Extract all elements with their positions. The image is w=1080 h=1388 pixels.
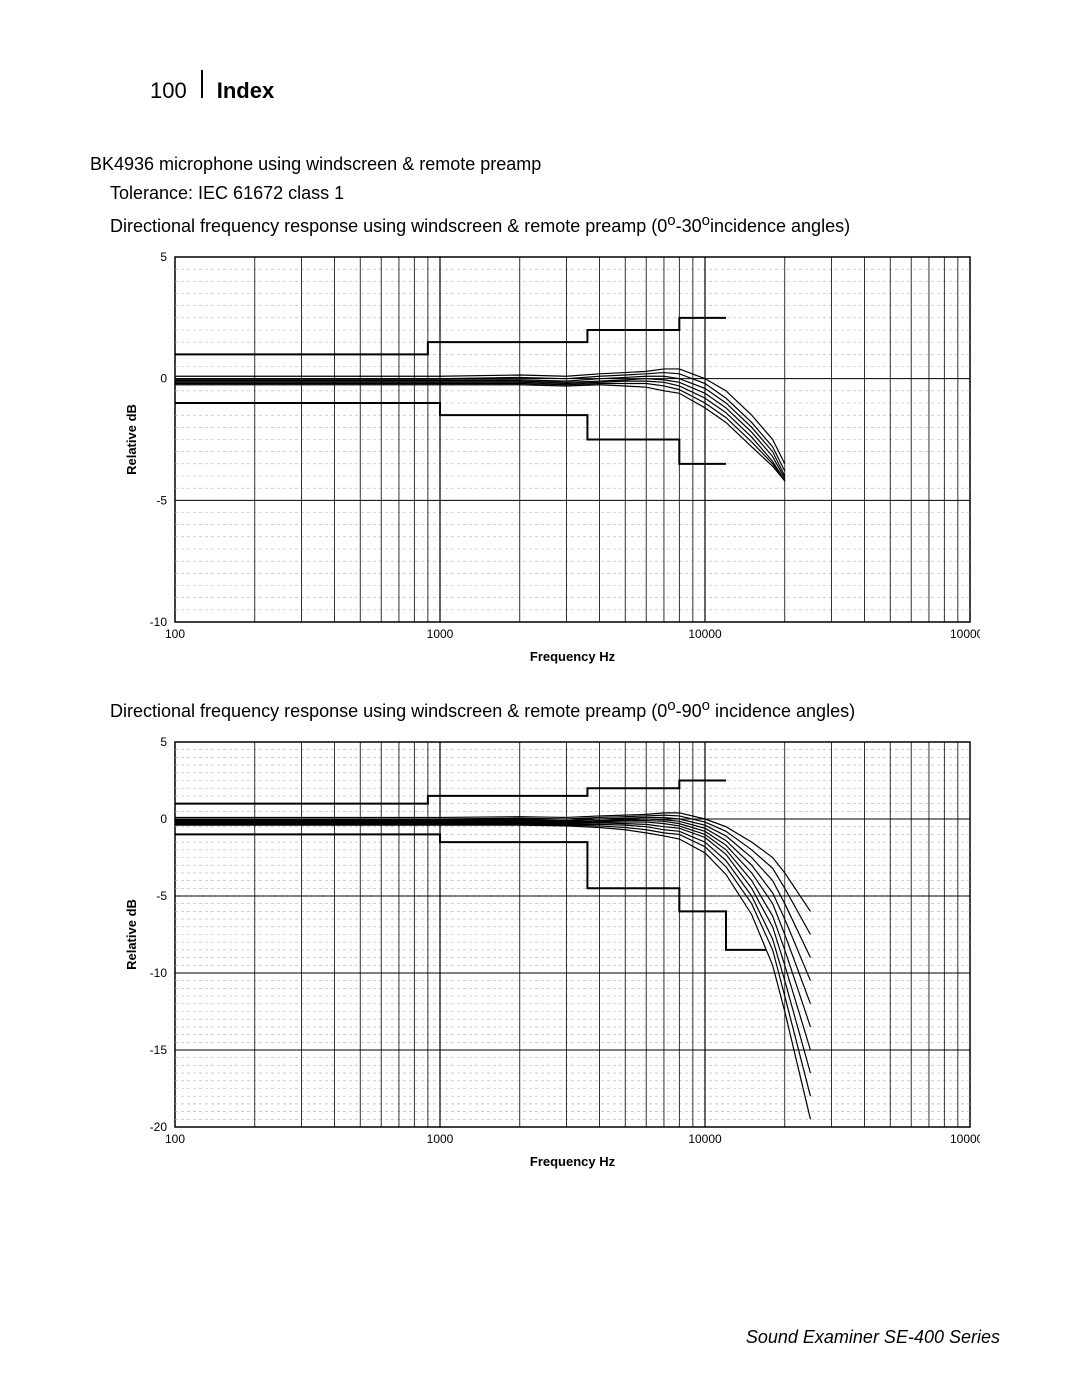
tolerance-line: Tolerance: IEC 61672 class 1 <box>110 183 1020 204</box>
svg-text:1000: 1000 <box>427 627 454 641</box>
degree-symbol: o <box>667 697 675 714</box>
svg-text:100: 100 <box>165 627 185 641</box>
svg-text:0: 0 <box>160 812 167 826</box>
chart2-container: -20-15-10-505100100010000100000Frequency… <box>120 732 1020 1172</box>
chart2-title-prefix: Directional frequency response using win… <box>110 701 667 721</box>
header-separator <box>201 70 203 98</box>
chart1-plot: -10-505100100010000100000Frequency HzRel… <box>120 247 980 667</box>
svg-text:10000: 10000 <box>688 1132 722 1146</box>
svg-text:-5: -5 <box>156 493 167 507</box>
svg-text:Frequency Hz: Frequency Hz <box>530 1154 616 1169</box>
svg-text:Relative dB: Relative dB <box>124 404 139 475</box>
chart1-container: -10-505100100010000100000Frequency HzRel… <box>120 247 1020 667</box>
page-section-title: Index <box>217 78 274 104</box>
chart1-title: Directional frequency response using win… <box>110 212 1020 237</box>
svg-text:-15: -15 <box>150 1043 168 1057</box>
svg-text:0: 0 <box>160 372 167 386</box>
svg-text:5: 5 <box>160 250 167 264</box>
svg-text:100000: 100000 <box>950 627 980 641</box>
svg-text:Frequency Hz: Frequency Hz <box>530 649 616 664</box>
degree-symbol: o <box>702 697 710 714</box>
page-number: 100 <box>150 78 187 104</box>
svg-text:-5: -5 <box>156 889 167 903</box>
svg-text:1000: 1000 <box>427 1132 454 1146</box>
chart2-title-suffix: incidence angles) <box>710 701 855 721</box>
page-header: 100 Index <box>150 70 1020 104</box>
degree-symbol: o <box>667 212 675 229</box>
svg-text:5: 5 <box>160 735 167 749</box>
chart2-title-mid: -90 <box>676 701 702 721</box>
svg-text:-10: -10 <box>150 966 168 980</box>
page-footer: Sound Examiner SE-400 Series <box>746 1327 1000 1348</box>
document-title: BK4936 microphone using windscreen & rem… <box>90 154 1020 175</box>
chart1-title-suffix: incidence angles) <box>710 216 850 236</box>
chart1-title-mid: -30 <box>676 216 702 236</box>
svg-text:Relative dB: Relative dB <box>124 899 139 970</box>
degree-symbol: o <box>702 212 710 229</box>
chart2-plot: -20-15-10-505100100010000100000Frequency… <box>120 732 980 1172</box>
svg-text:100: 100 <box>165 1132 185 1146</box>
svg-text:100000: 100000 <box>950 1132 980 1146</box>
chart2-title: Directional frequency response using win… <box>110 697 1020 722</box>
chart1-title-prefix: Directional frequency response using win… <box>110 216 667 236</box>
svg-text:10000: 10000 <box>688 627 722 641</box>
